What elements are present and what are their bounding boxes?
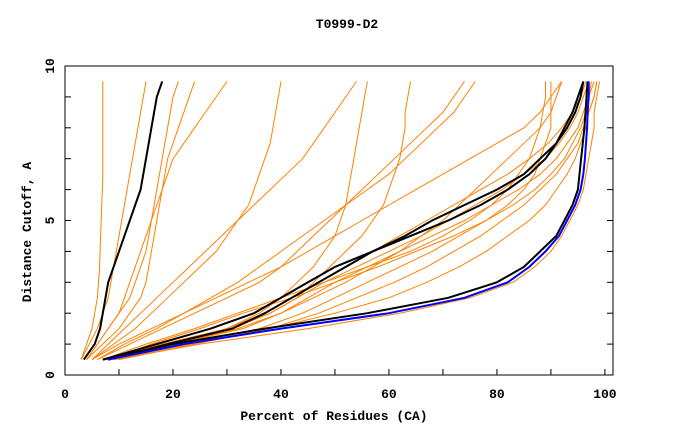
x-tick-labels: 0 20 40 60 80 100 <box>61 387 617 402</box>
x-axis-label: Percent of Residues (CA) <box>240 409 427 424</box>
model-line <box>86 81 196 360</box>
x-tick-label: 100 <box>593 387 617 402</box>
model-line <box>108 81 368 361</box>
chart-title: T0999-D2 <box>316 17 379 32</box>
model-line <box>91 81 563 361</box>
model-line <box>108 81 563 361</box>
x-tick-label: 0 <box>61 387 69 402</box>
model-line <box>108 81 552 361</box>
model-line <box>97 81 476 361</box>
model-line <box>97 81 465 361</box>
model-line <box>86 81 179 360</box>
highlighted-model-line <box>102 81 589 361</box>
tick-layer <box>64 65 613 376</box>
model-line <box>91 81 357 360</box>
y-tick-label: 10 <box>43 58 58 74</box>
highlighted-model-line <box>102 81 585 361</box>
highlighted-model-line <box>83 81 164 361</box>
model-line <box>86 81 228 360</box>
plot-frame <box>64 65 614 376</box>
model-line <box>118 81 598 361</box>
y-tick-label: 0 <box>43 371 58 379</box>
x-tick-label: 60 <box>381 387 397 402</box>
model-line <box>80 81 104 360</box>
y-tick-label: 5 <box>43 216 58 224</box>
model-line <box>108 81 411 361</box>
highlighted-model-line <box>107 81 585 361</box>
series-layer <box>80 81 600 361</box>
model-line <box>113 81 600 361</box>
x-tick-label: 40 <box>273 387 289 402</box>
y-tick-labels: 0 5 10 <box>43 58 58 379</box>
model-line <box>113 81 598 361</box>
best-model-line <box>107 81 590 361</box>
x-tick-label: 80 <box>489 387 505 402</box>
x-tick-label: 20 <box>165 387 181 402</box>
y-axis-label: Distance Cutoff, A <box>20 162 35 303</box>
